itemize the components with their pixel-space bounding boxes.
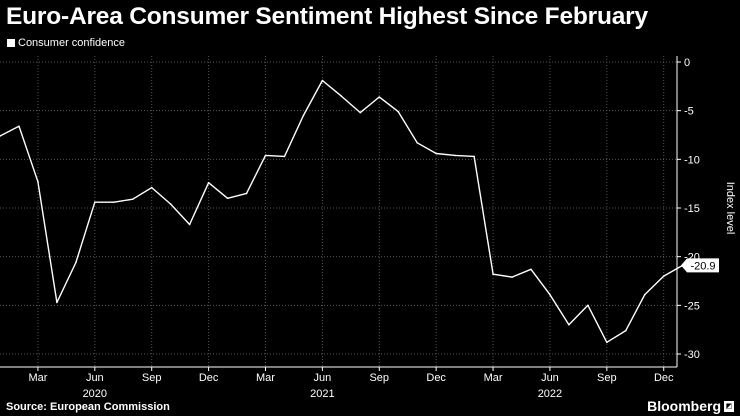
data-point: [94, 201, 96, 203]
last-value-label: -20.9: [690, 260, 715, 272]
x-tick-label: Sep: [142, 372, 162, 384]
data-point: [492, 273, 494, 275]
data-point: [359, 111, 362, 114]
data-point: [643, 293, 646, 296]
x-tick-label: Mar: [484, 372, 503, 384]
y-tick-label: -25: [684, 300, 700, 312]
data-point: [340, 95, 343, 97]
y-axis-title: Index level: [724, 182, 736, 235]
chart-title: Euro-Area Consumer Sentiment Highest Sin…: [6, 3, 648, 30]
x-tick-label: Jun: [86, 372, 104, 384]
data-point: [530, 268, 532, 271]
data-point: [435, 152, 437, 155]
legend-label: Consumer confidence: [18, 37, 126, 49]
data-point: [264, 154, 267, 157]
data-point: [568, 324, 570, 326]
data-point: [188, 223, 191, 226]
data-point: [150, 186, 153, 189]
legend: Consumer confidence: [7, 37, 125, 49]
data-point: [606, 341, 608, 344]
data-point: [226, 197, 229, 200]
data-point: [397, 110, 400, 113]
x-tick-label: Dec: [654, 372, 674, 384]
data-point: [454, 154, 456, 157]
legend-swatch: [7, 39, 15, 47]
series-line-consumer-confidence: [0, 79, 684, 343]
data-point: [0, 135, 1, 137]
data-point: [511, 276, 513, 278]
y-tick-label: -5: [684, 106, 694, 118]
x-tick-label: Sep: [369, 372, 389, 384]
data-point: [75, 261, 77, 264]
data-point: [378, 96, 381, 98]
y-tick-label: 0: [684, 57, 690, 69]
x-tick-label: Mar: [28, 372, 47, 384]
y-tick-label: -10: [684, 154, 700, 166]
y-tick-label: -30: [684, 349, 700, 361]
data-point: [662, 275, 665, 277]
brand: Bloomberg ◩: [647, 398, 734, 414]
bloomberg-logo-icon: ◩: [724, 400, 734, 412]
data-point: [112, 201, 115, 203]
data-point: [37, 180, 39, 183]
data-point: [624, 329, 627, 332]
data-point: [283, 155, 286, 158]
data-point: [131, 198, 134, 201]
x-tick-label: Dec: [199, 372, 219, 384]
x-tick-label: Dec: [426, 372, 446, 384]
data-point: [18, 125, 20, 128]
x-year-label: 2022: [538, 388, 562, 400]
data-point: [321, 79, 324, 82]
brand-name: Bloomberg: [647, 398, 721, 414]
data-point: [416, 141, 418, 144]
x-tick-label: Jun: [314, 372, 332, 384]
data-point: [169, 203, 172, 205]
data-point: [56, 301, 58, 304]
last-value-callout: [681, 258, 719, 273]
data-point: [302, 114, 305, 117]
data-point: [473, 155, 475, 158]
y-tick-label: -15: [684, 203, 700, 215]
data-point: [245, 192, 248, 195]
source-note: Source: European Commission: [6, 401, 170, 413]
x-tick-label: Mar: [256, 372, 275, 384]
data-point: [549, 293, 551, 296]
x-year-label: 2020: [83, 388, 107, 400]
data-point: [587, 304, 589, 307]
data-point: [207, 181, 210, 184]
x-year-label: 2021: [310, 388, 334, 400]
x-tick-label: Sep: [597, 372, 617, 384]
x-tick-label: Jun: [541, 372, 559, 384]
